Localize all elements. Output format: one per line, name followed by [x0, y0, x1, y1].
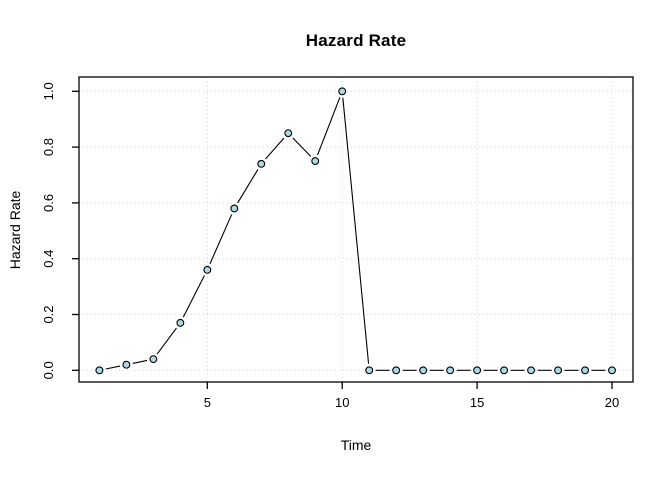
y-tick-label: 0.8 — [41, 138, 56, 156]
data-point — [203, 265, 212, 274]
series-segment — [317, 97, 341, 156]
y-tick-label: 1.0 — [41, 82, 56, 100]
data-point — [419, 366, 428, 375]
series-segment — [342, 97, 370, 364]
data-point — [311, 157, 320, 166]
series-segment — [156, 327, 177, 355]
data-point — [392, 366, 401, 375]
data-point — [149, 355, 158, 364]
y-tick-label: 0.0 — [41, 361, 56, 379]
data-point — [338, 87, 347, 96]
x-tick-label: 20 — [605, 395, 619, 410]
data-point — [365, 366, 374, 375]
data-point — [95, 366, 104, 375]
data-point — [446, 366, 455, 375]
data-point — [608, 366, 616, 375]
x-tick-label: 5 — [204, 395, 211, 410]
data-point — [257, 159, 266, 168]
x-axis-label: Time — [340, 437, 372, 453]
chart-title: Hazard Rate — [305, 31, 407, 50]
data-point — [527, 366, 536, 375]
plot-box — [78, 76, 634, 383]
x-tick-label: 10 — [335, 395, 349, 410]
data-point — [554, 366, 563, 375]
y-tick-label: 0.2 — [41, 305, 56, 323]
series-segment — [209, 214, 233, 265]
series-segment — [182, 275, 205, 318]
y-axis-label: Hazard Rate — [7, 190, 23, 270]
y-tick-label: 0.6 — [41, 194, 56, 212]
series-segment — [132, 359, 148, 364]
data-point — [176, 318, 185, 327]
data-point — [230, 204, 239, 213]
data-point — [284, 129, 293, 138]
x-tick-label: 15 — [470, 395, 484, 410]
series-segment — [105, 365, 121, 370]
y-tick-label: 0.4 — [41, 250, 56, 268]
data-point — [500, 366, 509, 375]
series-segment — [237, 169, 259, 204]
series-segment — [265, 137, 285, 160]
data-point — [581, 366, 589, 375]
data-point — [122, 360, 131, 369]
data-point — [473, 366, 482, 375]
series-segment — [292, 137, 312, 157]
